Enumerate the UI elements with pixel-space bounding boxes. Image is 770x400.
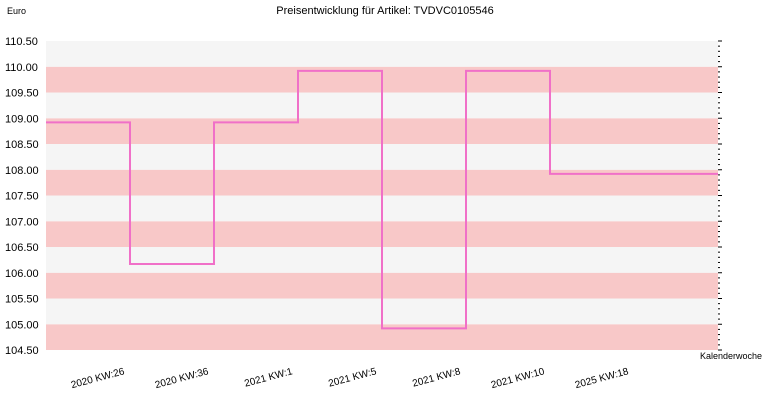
y-tick-label: 107.00 [5, 216, 39, 228]
x-tick-label: 2025 KW:18 [574, 366, 630, 391]
y-tick-label: 106.00 [5, 268, 39, 280]
right-minor-ticks [718, 40, 722, 351]
price-line [46, 69, 718, 330]
y-tick-label: 109.50 [5, 88, 39, 100]
x-tick-label: 2021 KW:5 [327, 366, 378, 389]
band [46, 41, 718, 67]
y-tick-label: 109.00 [5, 113, 39, 125]
y-tick-label: 105.50 [5, 294, 39, 306]
chart-title: Preisentwicklung für Artikel: TVDVC01055… [276, 5, 494, 17]
x-tick-label: 2020 KW:36 [154, 366, 210, 391]
y-tick-label: 105.00 [5, 319, 39, 331]
x-tick-label: 2021 KW:10 [490, 366, 546, 391]
y-tick-label: 110.00 [5, 62, 38, 74]
y-axis: 104.50 105.00 105.50 106.00 106.50 107.00 107.… [5, 36, 39, 357]
x-tick-label: 2021 KW:8 [411, 366, 462, 389]
x-axis: 2020 KW:26 2020 KW:36 2021 KW:1 2021 KW:5 20… [70, 366, 630, 391]
y-tick-label: 108.50 [5, 139, 39, 151]
series-group [46, 69, 718, 330]
y-axis-unit: Euro [7, 6, 27, 16]
y-tick-label: 107.50 [5, 191, 39, 203]
x-tick-label: 2020 KW:26 [70, 366, 126, 391]
y-tick-label: 106.50 [5, 242, 39, 254]
y-tick-label: 108.00 [5, 165, 39, 177]
x-tick-label: 2021 KW:1 [243, 366, 294, 389]
y-tick-label: 110.50 [5, 36, 38, 48]
x-axis-unit: Kalenderwoche [700, 351, 763, 361]
y-tick-label: 104.50 [5, 345, 39, 357]
